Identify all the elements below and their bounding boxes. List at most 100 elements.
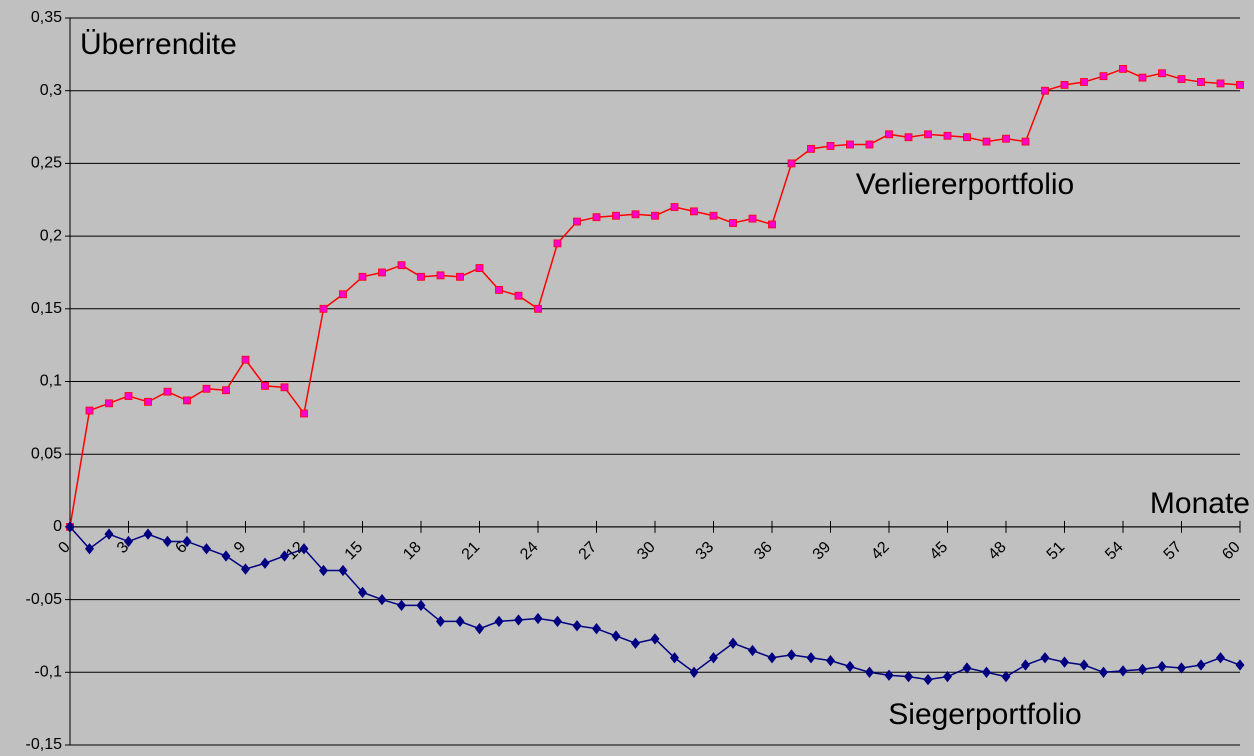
marker — [786, 649, 797, 661]
marker — [416, 599, 426, 612]
marker — [435, 615, 446, 628]
marker — [533, 612, 543, 625]
marker — [1197, 78, 1205, 86]
marker — [1021, 137, 1030, 146]
marker — [573, 217, 581, 226]
marker — [279, 550, 290, 562]
marker — [612, 211, 620, 220]
marker — [651, 211, 659, 220]
x-tick-label: 0 — [55, 539, 73, 557]
marker — [105, 399, 113, 408]
y-tick-label: -0,1 — [34, 664, 62, 681]
marker — [494, 615, 504, 628]
marker — [338, 564, 348, 577]
marker — [357, 586, 368, 598]
marker — [123, 535, 134, 548]
marker — [1002, 134, 1010, 143]
marker — [299, 543, 309, 555]
marker — [183, 396, 191, 405]
y-tick-label: 0 — [53, 518, 62, 535]
marker — [475, 264, 484, 272]
marker — [1177, 75, 1186, 83]
marker — [1060, 80, 1069, 89]
marker — [904, 133, 913, 142]
x-tick-label: 42 — [868, 539, 893, 564]
marker — [222, 386, 230, 395]
marker — [885, 130, 893, 139]
y-tick-label: 0,25 — [31, 155, 62, 172]
marker — [221, 550, 231, 562]
marker — [397, 261, 406, 270]
marker — [396, 599, 407, 612]
x-tick-label: 24 — [517, 539, 542, 564]
marker — [513, 614, 524, 626]
marker — [845, 660, 855, 673]
marker — [65, 521, 75, 533]
marker — [787, 159, 796, 168]
marker — [300, 409, 308, 418]
x-tick-label: 45 — [927, 539, 952, 564]
marker — [162, 535, 173, 548]
marker — [240, 563, 251, 575]
marker — [864, 666, 875, 678]
marker — [942, 671, 953, 683]
x-tick-label: 57 — [1161, 539, 1186, 564]
y-tick-label: -0,05 — [26, 591, 63, 608]
x-tick-label: 54 — [1102, 539, 1127, 564]
marker — [630, 637, 641, 649]
y-tick-label: 0,1 — [40, 373, 62, 390]
marker — [1080, 78, 1088, 86]
marker — [591, 623, 602, 635]
marker — [825, 655, 836, 667]
x-tick-label: 60 — [1219, 539, 1244, 564]
x-tick-label: 51 — [1044, 539, 1069, 564]
marker — [709, 211, 718, 220]
marker — [319, 304, 328, 313]
marker — [1235, 659, 1245, 671]
marker — [1001, 671, 1011, 683]
marker — [1040, 652, 1050, 664]
marker — [358, 272, 367, 281]
marker — [280, 383, 289, 392]
marker — [1119, 64, 1127, 73]
marker — [669, 652, 680, 664]
marker — [474, 623, 485, 635]
marker — [1176, 662, 1187, 674]
marker — [708, 652, 719, 664]
marker — [378, 268, 386, 277]
marker — [377, 593, 387, 606]
marker — [807, 144, 815, 153]
marker — [495, 285, 503, 294]
marker — [806, 652, 816, 664]
marker — [456, 272, 464, 281]
x-tick-label: 48 — [985, 539, 1010, 564]
marker — [84, 543, 95, 555]
marker — [572, 620, 582, 632]
marker — [514, 291, 523, 300]
y-tick-label: 0,05 — [31, 445, 62, 462]
x-tick-label: 21 — [459, 539, 484, 564]
y-tick-label: 0,35 — [31, 9, 62, 26]
marker — [981, 666, 992, 678]
marker — [1118, 665, 1128, 677]
x-tick-label: 39 — [810, 539, 835, 564]
marker — [455, 615, 465, 628]
marker — [202, 384, 211, 393]
marker — [650, 633, 660, 645]
marker — [923, 673, 933, 686]
marker — [767, 652, 777, 664]
marker — [689, 666, 699, 678]
marker — [417, 272, 425, 281]
marker — [670, 203, 679, 211]
marker — [924, 130, 932, 139]
marker — [163, 387, 172, 396]
marker — [1196, 659, 1206, 671]
marker — [1158, 69, 1166, 78]
marker — [631, 210, 640, 219]
series-label: Verliererportfolio — [856, 168, 1074, 201]
marker — [553, 239, 562, 248]
marker — [1059, 656, 1070, 668]
marker — [318, 564, 329, 577]
marker — [729, 219, 737, 227]
